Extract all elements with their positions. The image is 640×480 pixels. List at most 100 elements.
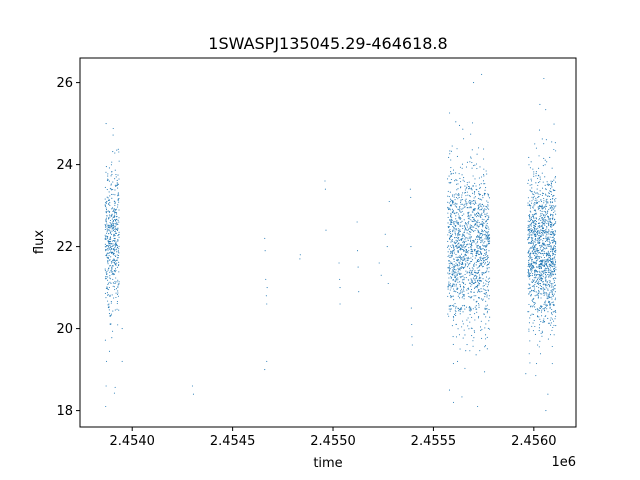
x-axis: 2.4540 2.4545 2.4550 2.4555 2.4560 xyxy=(109,427,557,449)
data-point xyxy=(109,238,111,240)
data-point xyxy=(550,274,552,276)
data-point xyxy=(464,273,466,276)
data-point xyxy=(533,216,535,218)
data-point xyxy=(299,258,301,260)
data-point xyxy=(536,254,538,256)
data-point xyxy=(460,272,462,274)
data-point xyxy=(544,222,546,224)
data-point xyxy=(477,271,480,273)
data-point xyxy=(540,321,542,323)
data-point xyxy=(474,200,476,202)
data-point xyxy=(534,274,536,276)
data-point xyxy=(118,248,120,250)
data-point xyxy=(451,253,453,255)
data-point xyxy=(451,271,453,273)
data-point xyxy=(450,297,452,299)
data-point xyxy=(553,211,555,213)
data-point xyxy=(467,266,469,268)
data-point xyxy=(451,239,453,241)
data-point xyxy=(476,285,479,287)
data-point xyxy=(535,309,537,311)
data-point xyxy=(112,216,114,219)
data-point xyxy=(538,327,540,329)
data-point xyxy=(547,317,549,320)
data-point xyxy=(473,193,476,195)
data-point xyxy=(454,228,456,230)
data-point xyxy=(473,226,475,228)
data-point xyxy=(114,230,116,233)
data-point xyxy=(447,190,449,192)
data-point xyxy=(458,209,460,211)
data-point xyxy=(542,207,544,210)
data-point xyxy=(109,224,111,226)
data-point xyxy=(449,229,451,231)
data-point xyxy=(533,225,535,227)
data-point xyxy=(528,251,530,253)
data-point xyxy=(107,249,109,251)
data-point xyxy=(530,236,532,239)
data-point xyxy=(461,276,463,278)
data-point xyxy=(488,298,490,300)
data-point xyxy=(531,214,533,216)
data-point xyxy=(453,313,456,316)
data-point xyxy=(529,306,532,308)
data-point xyxy=(114,189,116,191)
data-point xyxy=(469,262,471,264)
data-point xyxy=(466,229,468,231)
data-point xyxy=(460,181,462,183)
data-point xyxy=(535,197,537,199)
data-point xyxy=(535,248,537,250)
data-point xyxy=(459,210,461,212)
data-point xyxy=(470,249,472,251)
data-point xyxy=(115,259,117,261)
data-point xyxy=(452,194,454,196)
data-point xyxy=(479,277,481,279)
data-point xyxy=(113,274,115,276)
data-point xyxy=(477,290,479,292)
data-point xyxy=(453,273,455,275)
data-point xyxy=(545,280,547,282)
data-point xyxy=(552,250,554,253)
data-point xyxy=(109,271,111,273)
data-point xyxy=(462,250,465,252)
data-point xyxy=(447,195,449,197)
data-point xyxy=(446,178,449,180)
data-point xyxy=(113,211,115,213)
data-point xyxy=(550,259,552,261)
data-point xyxy=(552,231,554,233)
data-point xyxy=(479,291,481,293)
data-point xyxy=(527,179,530,181)
data-point xyxy=(466,226,468,228)
data-point xyxy=(532,214,534,216)
data-point xyxy=(469,199,471,202)
data-point xyxy=(109,219,112,222)
data-point xyxy=(464,238,466,240)
data-point xyxy=(458,196,460,199)
data-point xyxy=(471,259,473,261)
data-point xyxy=(468,307,470,309)
data-point xyxy=(531,281,534,283)
data-point xyxy=(545,292,547,294)
data-point xyxy=(467,239,469,241)
data-point xyxy=(489,240,491,242)
data-point xyxy=(486,296,488,298)
data-point xyxy=(462,275,464,277)
data-point xyxy=(476,259,478,261)
data-point xyxy=(453,227,455,229)
data-point xyxy=(456,228,458,230)
data-point xyxy=(451,274,453,276)
data-point xyxy=(110,251,112,253)
data-point xyxy=(480,176,483,178)
data-point xyxy=(108,241,111,243)
data-point xyxy=(117,227,119,229)
data-point xyxy=(469,161,471,163)
data-point xyxy=(456,206,458,208)
data-point xyxy=(545,199,547,201)
data-point xyxy=(483,245,485,247)
data-point xyxy=(539,256,541,258)
data-point xyxy=(540,214,542,217)
data-point xyxy=(106,273,108,275)
data-point xyxy=(109,295,111,298)
data-point xyxy=(484,192,486,194)
data-point xyxy=(461,396,463,398)
